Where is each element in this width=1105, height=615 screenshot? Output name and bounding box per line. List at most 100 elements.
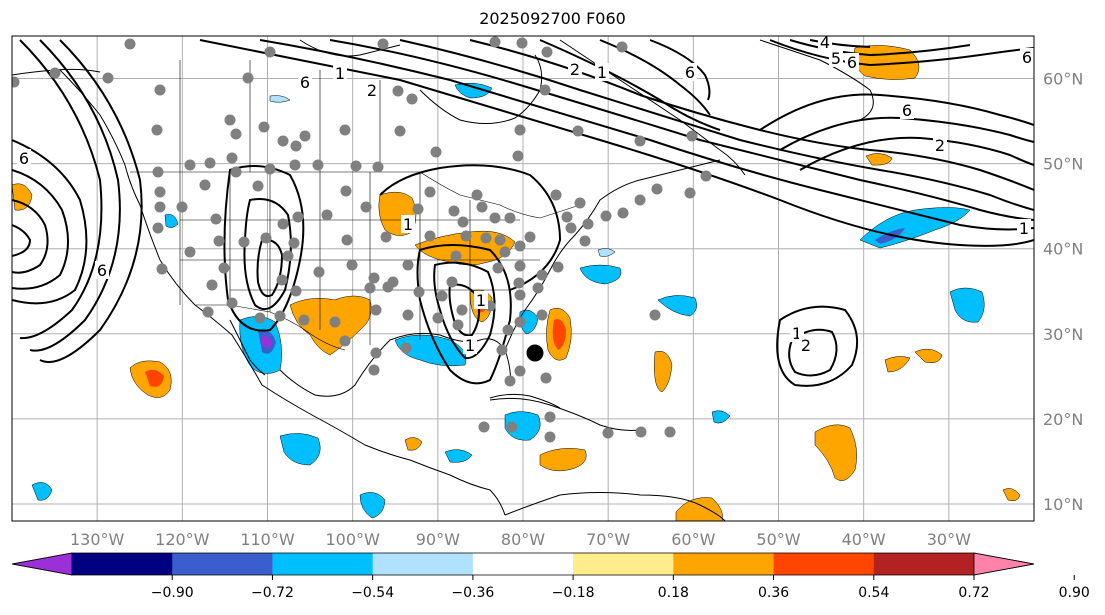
station-dot — [544, 411, 556, 423]
station-dot — [471, 189, 483, 201]
station-dot — [321, 209, 333, 221]
station-dot — [277, 135, 289, 147]
us-canada-border — [130, 171, 581, 219]
negative-anomaly — [657, 295, 697, 317]
longitude-tick-label: 110°W — [240, 530, 295, 549]
station-dot — [413, 286, 425, 298]
colorbar-segment — [873, 553, 975, 575]
south-america — [504, 492, 726, 521]
station-dot — [152, 166, 164, 178]
contour-label-bg — [845, 53, 859, 71]
station-dot — [406, 93, 418, 105]
contour-label-bg — [401, 215, 415, 233]
station-dot — [154, 84, 166, 96]
contour-label-bg — [1020, 48, 1034, 66]
political-borders — [130, 60, 581, 351]
station-dot — [544, 431, 556, 443]
colorbar-segment — [72, 553, 173, 575]
station-dot — [634, 135, 646, 147]
positive-anomaly — [1002, 488, 1021, 502]
storm-center-marker — [526, 344, 544, 362]
colorbar-outline — [11, 552, 1035, 576]
colorbar-tick-label: −0.54 — [351, 585, 394, 601]
station-dot — [494, 234, 506, 246]
positive-anomaly — [865, 153, 893, 166]
station-dot — [226, 152, 238, 164]
station-dot — [372, 161, 384, 173]
colorbar-tick-label: −0.90 — [151, 585, 194, 601]
contour-label-bg — [298, 73, 312, 91]
station-dot — [176, 201, 188, 213]
colorbar-tick-label: −0.72 — [251, 585, 294, 601]
station-dot — [400, 342, 412, 354]
station-dot — [102, 72, 114, 84]
station-dot — [329, 316, 341, 328]
negative-anomaly — [164, 214, 179, 228]
longitude-tick-label: 80°W — [501, 530, 545, 549]
contour-label: 1 — [335, 64, 345, 83]
negative-anomaly — [394, 334, 467, 367]
negative-anomaly — [579, 264, 622, 285]
anomaly-shading — [12, 45, 1021, 521]
station-dot — [456, 304, 468, 316]
station-dot — [436, 290, 448, 302]
station-dot — [502, 324, 514, 336]
station-dot — [432, 312, 444, 324]
station-dot — [402, 259, 414, 271]
station-dot — [512, 150, 524, 162]
station-dot — [218, 262, 230, 274]
station-dot — [532, 282, 544, 294]
station-dot — [154, 201, 166, 213]
station-dot — [380, 231, 392, 243]
station-dot — [346, 259, 358, 271]
colorbar-extend-high — [973, 552, 1035, 576]
station-dot — [204, 157, 216, 169]
station-dot — [242, 72, 254, 84]
contour-label-bg — [365, 81, 379, 99]
station-dot — [368, 272, 380, 284]
contour-label-bg — [683, 63, 697, 81]
station-dot — [430, 146, 442, 158]
station-dot — [124, 38, 136, 50]
contour-label: 6 — [300, 73, 310, 92]
station-dot — [496, 344, 508, 356]
colorbar-segment — [272, 553, 374, 575]
station-dot — [634, 194, 646, 206]
longitude-tick-label: 50°W — [756, 530, 800, 549]
longitude-tick-label: 130°W — [70, 530, 125, 549]
colorbar-tick-label: −0.18 — [552, 585, 595, 601]
station-dot — [617, 207, 629, 219]
station-dot — [370, 304, 382, 316]
station-dot — [561, 211, 573, 223]
contour-label: 2 — [570, 60, 580, 79]
station-dot — [524, 231, 536, 243]
negative-anomaly — [31, 482, 53, 501]
north-america-west-coast — [59, 69, 506, 516]
station-dot — [258, 121, 270, 133]
contour-label-bg — [463, 336, 477, 354]
station-dot — [151, 124, 163, 136]
station-dot — [476, 201, 488, 213]
contour-label: 6 — [19, 149, 29, 168]
baja — [229, 319, 266, 376]
contour-label: 6 — [902, 101, 912, 120]
latitude-tick-label: 50°N — [1043, 155, 1083, 174]
station-dot — [282, 250, 294, 262]
positive-anomaly — [539, 448, 587, 472]
station-dot — [514, 289, 526, 301]
station-dot — [504, 375, 516, 387]
cuba — [489, 393, 561, 409]
contour-label-bg — [17, 149, 31, 167]
station-dot — [184, 159, 196, 171]
contour-label-bg — [595, 63, 609, 81]
station-dot — [552, 261, 564, 273]
contour-label: 4 — [820, 33, 830, 52]
contour-label-bg — [95, 261, 109, 279]
station-dot — [210, 213, 222, 225]
positive-anomaly — [914, 348, 943, 363]
contour-label: 1 — [1019, 219, 1029, 238]
station-dot — [260, 232, 272, 244]
contour-label: 6 — [847, 53, 857, 72]
station-dot — [649, 309, 661, 321]
